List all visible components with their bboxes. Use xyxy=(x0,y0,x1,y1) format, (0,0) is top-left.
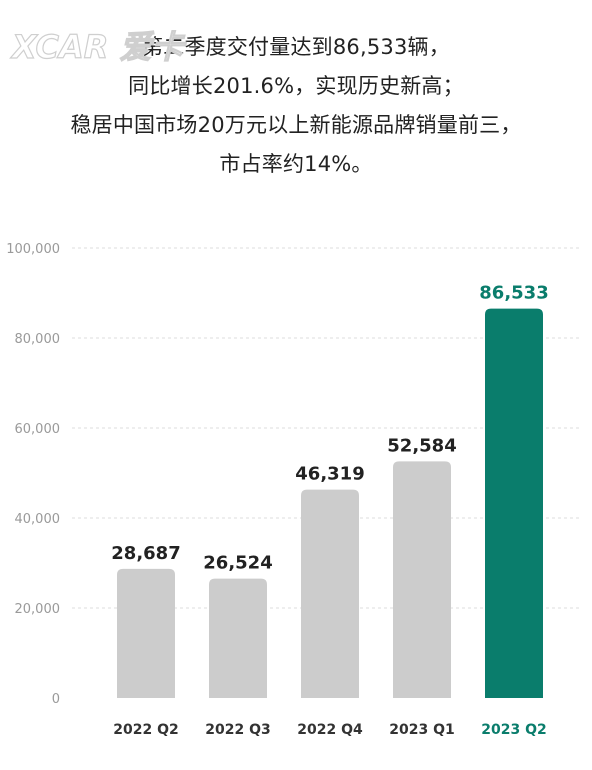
y-tick-label: 20,000 xyxy=(15,602,61,617)
x-tick-label: 2022 Q3 xyxy=(205,722,270,738)
svg-text:XCAR 爱卡: XCAR 爱卡 xyxy=(10,28,187,66)
bar-value-label: 26,524 xyxy=(203,553,272,574)
bar xyxy=(301,489,359,698)
headline-line-3: 稳居中国市场20万元以上新能源品牌销量前三， xyxy=(70,113,522,137)
bar xyxy=(209,578,267,698)
x-tick-label: 2023 Q2 xyxy=(481,722,546,738)
y-tick-label: 40,000 xyxy=(15,512,61,527)
bar xyxy=(393,461,451,698)
y-tick-label: 80,000 xyxy=(15,332,61,347)
xcar-logo-watermark: XCAR 爱卡 xyxy=(9,27,187,66)
headline-line-1: 第二季度交付量达到86,533辆， xyxy=(142,35,450,59)
bar-value-label: 46,319 xyxy=(295,464,364,485)
headline: 第二季度交付量达到86,533辆， 同比增长201.6%，实现历史新高； 稳居中… xyxy=(0,28,592,184)
y-tick-label: 60,000 xyxy=(15,422,61,437)
y-tick-label: 100,000 xyxy=(6,242,60,257)
headline-line-2: 同比增长201.6%，实现历史新高； xyxy=(128,74,464,98)
x-tick-label: 2022 Q2 xyxy=(113,722,178,738)
headline-line-4: 市占率约14%。 xyxy=(219,152,373,176)
x-tick-label: 2023 Q1 xyxy=(389,722,454,738)
bar-value-label: 52,584 xyxy=(387,435,456,456)
bar xyxy=(117,568,175,698)
bar-value-label: 28,687 xyxy=(111,543,180,564)
x-tick-label: 2022 Q4 xyxy=(297,722,363,738)
y-tick-label: 0 xyxy=(52,692,60,707)
bar-value-label: 86,533 xyxy=(479,283,548,304)
bar xyxy=(485,308,543,698)
